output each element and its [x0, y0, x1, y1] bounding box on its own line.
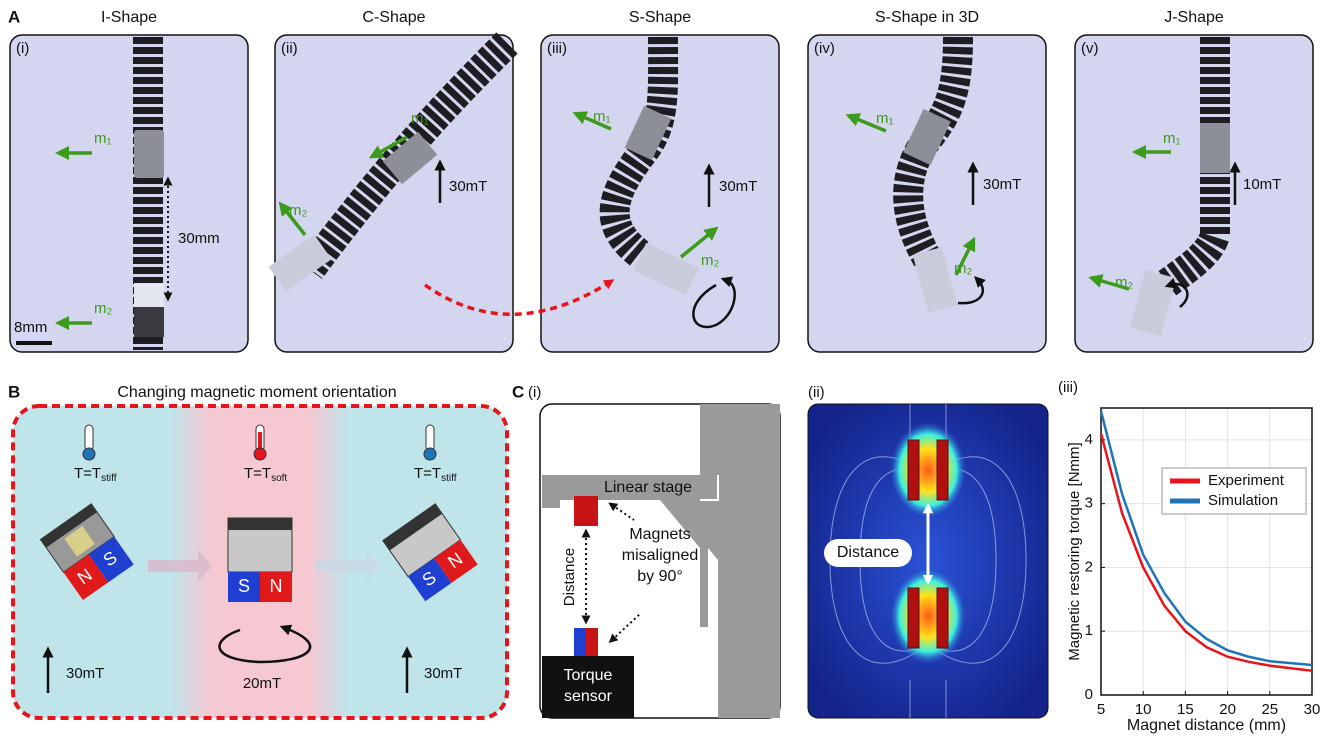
segment: [134, 283, 164, 307]
magnet: [937, 588, 948, 648]
moment-label: m₂: [94, 300, 112, 317]
panel-index: (i): [16, 40, 29, 57]
thermometer: [254, 425, 266, 460]
field-label: 30mT: [66, 665, 104, 682]
magnet: [574, 628, 586, 656]
chart: 5 10 15 20 25 30 0 1 2 3 4 Experiment Simulation Magn…: [1066, 408, 1320, 734]
distance-label: Distance: [837, 544, 899, 561]
panel-index: (ii): [281, 40, 298, 57]
photo: [10, 35, 248, 352]
field-hotspot: [890, 422, 966, 518]
moment-label: m₂: [1115, 274, 1133, 291]
moment-label: m₁: [593, 108, 611, 125]
magnet: [908, 588, 919, 648]
moment-label: m₂: [701, 252, 719, 269]
photo: [1075, 35, 1313, 352]
moment-label: m₂: [289, 202, 307, 219]
panel-index: (v): [1081, 40, 1099, 57]
magnet: [574, 496, 598, 526]
field-hotspot: [890, 568, 966, 664]
photo-panel: J-Shape (v) m₁ m₂ 10mT: [1075, 9, 1313, 352]
panel-index: (iii): [1058, 379, 1078, 396]
panel-index: (ii): [808, 384, 825, 401]
temperature-sub: stiff: [441, 473, 457, 484]
magnets-label: misaligned: [622, 547, 698, 564]
photo-panel: C-Shape (ii) m₁ m₂ 30mT: [268, 9, 513, 352]
moment-label: m₂: [954, 260, 972, 277]
magnet: [134, 130, 164, 178]
x-tick-label: 5: [1097, 701, 1105, 718]
magnet: [908, 440, 919, 500]
panel-index: (i): [528, 384, 541, 401]
stage-label: Linear stage: [604, 479, 692, 496]
panel-title: S-Shape: [629, 9, 691, 26]
panel-title: C-Shape: [362, 9, 425, 26]
moment-label: m₁: [411, 110, 429, 127]
panel-title: Changing magnetic moment orientation: [117, 384, 396, 401]
stage-frame: [718, 404, 780, 718]
magnets-label: Magnets: [629, 526, 690, 543]
field-label: 20mT: [243, 675, 281, 692]
distance-label: Distance: [561, 548, 578, 606]
magnet-assembly: S N: [228, 518, 292, 602]
y-tick-label: 4: [1085, 431, 1093, 448]
y-tick-label: 1: [1085, 622, 1093, 639]
scale-label: 8mm: [14, 319, 47, 336]
panel-label: B: [8, 382, 20, 401]
panel-index: (iii): [547, 40, 567, 57]
x-tick-label: 10: [1135, 701, 1152, 718]
magnets-label: by 90°: [637, 568, 683, 585]
panel-label: C: [512, 382, 524, 401]
photo-panel: S-Shape in 3D (iv) m₁ m₂ 30mT: [808, 9, 1046, 352]
x-tick-label: 20: [1219, 701, 1236, 718]
y-tick-label: 0: [1085, 686, 1093, 703]
temperature-sub: soft: [271, 473, 287, 484]
plot-area: [1101, 408, 1312, 695]
field-label: 30mT: [983, 176, 1021, 193]
legend-label: Experiment: [1208, 472, 1285, 489]
x-tick-label: 15: [1177, 701, 1194, 718]
legend-label: Simulation: [1208, 492, 1278, 509]
field-label: 30mT: [424, 665, 462, 682]
distance-label: 30mm: [178, 230, 220, 247]
magnet: [134, 307, 164, 337]
magnet: [1200, 123, 1230, 173]
panel-label: A: [8, 7, 20, 26]
temperature-main: T=T: [414, 465, 441, 482]
moment-label: m₁: [94, 130, 112, 147]
sensor-label: Torque: [564, 667, 613, 684]
pole-label: N: [270, 576, 283, 596]
temperature-sub: stiff: [101, 473, 117, 484]
temperature-main: T=T: [74, 465, 101, 482]
field-label: 10mT: [1243, 176, 1281, 193]
y-tick-label: 2: [1085, 558, 1093, 575]
magnet: [937, 440, 948, 500]
panel-index: (iv): [814, 40, 835, 57]
x-tick-label: 25: [1261, 701, 1278, 718]
y-tick-label: 3: [1085, 495, 1093, 512]
moment-label: m₁: [1163, 130, 1181, 147]
panel-title: J-Shape: [1164, 9, 1224, 26]
panel-title: S-Shape in 3D: [875, 9, 979, 26]
thermometer: [83, 425, 95, 460]
field-label: 30mT: [719, 178, 757, 195]
sensor: [542, 656, 634, 718]
magnet: [586, 628, 598, 656]
moment-label: m₁: [876, 110, 894, 127]
pole-label: S: [238, 576, 250, 596]
y-axis-label: Magnetic restoring torque [Nmm]: [1066, 442, 1083, 660]
field-label: 30mT: [449, 178, 487, 195]
x-axis-label: Magnet distance (mm): [1127, 717, 1286, 734]
panel-title: I-Shape: [101, 9, 157, 26]
figure: A I-Shape (i) m₁ m₂ 30mm 8mm C-Shape (ii…: [0, 0, 1324, 736]
temperature-main: T=T: [244, 465, 271, 482]
x-tick-label: 30: [1304, 701, 1321, 718]
photo-panel: I-Shape (i) m₁ m₂ 30mm 8mm: [10, 9, 248, 352]
sensor-label: sensor: [564, 688, 613, 705]
thermometer: [424, 425, 436, 460]
